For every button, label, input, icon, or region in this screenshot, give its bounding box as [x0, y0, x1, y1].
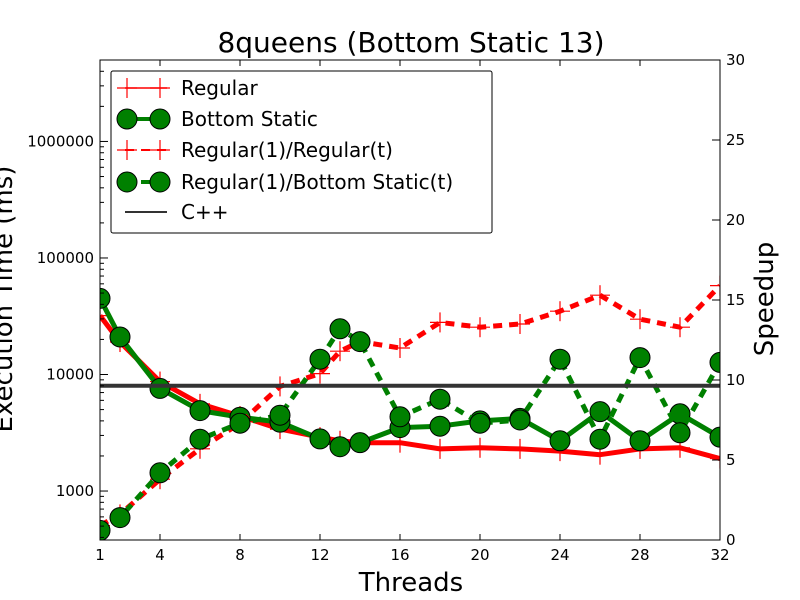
- series-3-point-13: [549, 348, 571, 370]
- y-right-tick-label-6: 30: [726, 51, 745, 69]
- series-3-point-8: [349, 331, 371, 353]
- series-3-point-5: [269, 404, 291, 426]
- series-3-point-6: [309, 348, 331, 370]
- y-right-tick-label-0: 0: [726, 531, 736, 549]
- series-3-line: [100, 326, 720, 533]
- series-3-point-10: [429, 388, 451, 410]
- y-left-tick-label-1: 10000: [46, 366, 94, 384]
- series-1-point-10: [429, 415, 451, 437]
- y-left-tick-label-3: 1000000: [27, 132, 94, 150]
- x-tick-label-7: 28: [630, 546, 649, 564]
- series-2-point-11: [470, 317, 490, 338]
- plot-area: [100, 275, 720, 540]
- series-3-point-9: [389, 406, 411, 428]
- series-3-point-1: [109, 507, 131, 529]
- series-2-point-17: [710, 275, 720, 296]
- series-1-point-3: [189, 400, 211, 422]
- axes-frame: 1 4 8 12 16 20 24 28 32 1000 10000 100000 1000000 0 5 1…: [27, 51, 745, 564]
- series-0-point-17: [710, 448, 720, 469]
- x-tick-label-0: 1: [95, 546, 105, 564]
- y-right-tick-label-1: 5: [726, 451, 736, 469]
- series-1-point-13: [549, 430, 571, 452]
- x-tick-label-8: 32: [710, 546, 729, 564]
- series-0-point-11: [470, 437, 490, 458]
- series-1-point-15: [629, 430, 651, 452]
- series-3-point-3: [189, 428, 211, 450]
- y-right-tick-label-4: 20: [726, 211, 745, 229]
- y-right-tick-label-2: 10: [726, 371, 745, 389]
- x-axis-title: Threads: [358, 568, 463, 598]
- legend-label-1: Bottom Static: [181, 107, 318, 131]
- x-tick-label-6: 24: [550, 546, 569, 564]
- series-3-point-16: [669, 422, 691, 444]
- series-0-point-12: [510, 438, 530, 459]
- series-1-point-2: [149, 377, 171, 399]
- legend-marker-b-1: [149, 108, 171, 130]
- legend-label-4: C++: [181, 200, 228, 224]
- y-left-tick-label-0: 1000: [56, 482, 94, 500]
- series-1-point-7: [329, 436, 351, 458]
- legend-box: [110, 70, 493, 234]
- series-3-point-14: [589, 428, 611, 450]
- series-2-point-15: [630, 309, 650, 330]
- legend-marker-b-2: [150, 140, 170, 160]
- series-2-point-7: [330, 341, 350, 362]
- y-right-axis-title: Speedup: [750, 242, 780, 357]
- series-3-point-12: [509, 409, 531, 431]
- series-3-point-11: [469, 412, 491, 434]
- series-2-point-14: [590, 285, 610, 306]
- legend-marker-b-3: [149, 171, 171, 193]
- legend-marker-a-2: [117, 140, 137, 160]
- x-tick-label-2: 8: [235, 546, 245, 564]
- series-2-point-10: [430, 312, 450, 333]
- y-right-tick-label-3: 15: [726, 291, 745, 309]
- y-left-tick-label-2: 100000: [37, 249, 94, 267]
- series-1-point-1: [109, 326, 131, 348]
- series-2-point-13: [550, 301, 570, 322]
- series-3-point-17: [709, 351, 720, 373]
- legend-marker-b-0: [150, 78, 170, 98]
- series-3-point-15: [629, 347, 651, 369]
- legend-label-0: Regular: [181, 76, 258, 100]
- legend-label-2: Regular(1)/Regular(t): [181, 138, 393, 162]
- legend-marker-a-1: [116, 108, 138, 130]
- legend-marker-a-0: [117, 78, 137, 98]
- series-0-line: [100, 314, 720, 462]
- series-2-line: [100, 283, 720, 528]
- series-2-point-12: [510, 314, 530, 334]
- x-tick-label-5: 20: [470, 546, 489, 564]
- series-3-point-2: [149, 462, 171, 484]
- series-1-point-14: [589, 401, 611, 423]
- legend: Regular Bottom Static Regular(1)/Regular(t…: [110, 70, 493, 234]
- series-3-point-4: [229, 412, 251, 434]
- series-0-point-10: [430, 438, 450, 459]
- series-2-point-16: [670, 317, 690, 338]
- x-tick-label-1: 4: [155, 546, 165, 564]
- legend-marker-a-3: [116, 171, 138, 193]
- chart-title: 8queens (Bottom Static 13): [217, 26, 604, 59]
- series-1-point-8: [349, 432, 371, 454]
- y-right-tick-label-5: 25: [726, 131, 745, 149]
- series-3-point-0: [100, 519, 111, 540]
- x-tick-label-4: 16: [390, 546, 409, 564]
- series-2-point-9: [390, 338, 410, 358]
- series-1-point-17: [709, 426, 720, 448]
- series-1-point-6: [309, 428, 331, 450]
- y-left-axis-title: Execution Time (ms): [0, 166, 19, 433]
- series-3-point-7: [329, 318, 351, 340]
- legend-label-3: Regular(1)/Bottom Static(t): [181, 170, 453, 194]
- x-tick-label-3: 12: [310, 546, 329, 564]
